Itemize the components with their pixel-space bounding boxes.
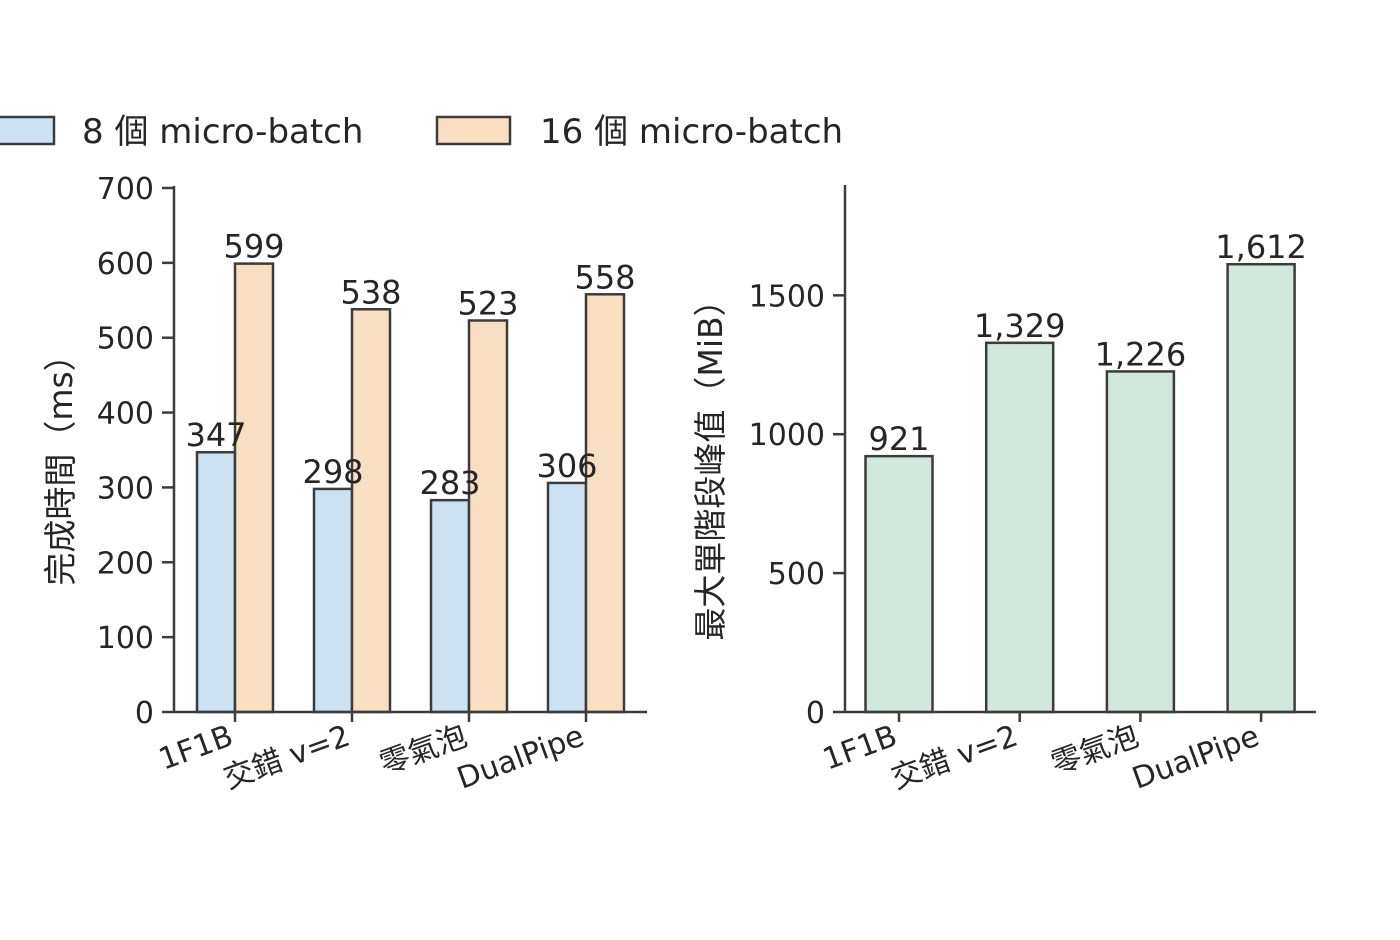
- bar-8-micro-batch: [546, 481, 588, 714]
- peak-memory-y-tick-label: 500: [768, 557, 825, 592]
- peak-memory-x-tick-label: 零氣泡: [1047, 719, 1144, 783]
- completion-time-x-tick-label: 交錯 v=2: [219, 719, 355, 797]
- legend-label-8-micro-batch: 8 個 micro-batch: [82, 112, 363, 152]
- bar-peak-memory: [984, 341, 1055, 714]
- bar-value-label: 1,329: [974, 307, 1066, 345]
- bar-value-label: 523: [457, 284, 518, 322]
- peak-memory-y-tick-label: 0: [806, 696, 825, 731]
- bar-16-micro-batch: [350, 308, 392, 714]
- bar-value-label: 298: [302, 453, 363, 491]
- legend: 8 個 micro-batch 16 個 micro-batch: [0, 112, 843, 152]
- completion-time-data-labels: 347 298 283 306 599 538 523 558: [185, 228, 635, 503]
- bar-8-micro-batch: [195, 450, 237, 714]
- peak-memory-x-tick-label: 交錯 v=2: [887, 719, 1023, 797]
- bar-16-micro-batch: [584, 293, 626, 714]
- completion-time-y-tick-label: 400: [97, 397, 154, 432]
- bar-16-micro-batch: [467, 319, 509, 714]
- bar-value-label: 283: [419, 464, 480, 502]
- legend-label-16-micro-batch: 16 個 micro-batch: [540, 112, 843, 152]
- bar-value-label: 921: [868, 420, 929, 458]
- peak-memory-y-tick-label: 1500: [749, 279, 825, 314]
- completion-time-y-axis-title: 完成時間（ms）: [41, 338, 80, 585]
- completion-time-y-tick-label: 500: [97, 322, 154, 357]
- bar-peak-memory: [864, 454, 934, 714]
- bar-value-label: 306: [536, 447, 597, 485]
- legend-swatch-8-micro-batch: [0, 115, 56, 146]
- bar-16-micro-batch: [233, 262, 275, 714]
- bar-value-label: 599: [223, 228, 284, 266]
- peak-memory-y-tick-label: 1000: [749, 418, 825, 453]
- peak-memory-bars: [864, 262, 1296, 714]
- completion-time-y-tick-label: 700: [97, 172, 154, 207]
- completion-time-y-tick-label: 200: [97, 546, 154, 581]
- completion-time-chart: 347 298 283 306 599 538 523 558 0 100 200 300 400 50…: [41, 172, 647, 797]
- bar-8-micro-batch: [312, 487, 354, 714]
- peak-memory-data-labels: 921 1,329 1,226 1,612: [868, 228, 1306, 458]
- completion-time-bars: [195, 262, 626, 714]
- peak-memory-y-axis-title: 最大單階段峰值（MiB）: [691, 283, 730, 640]
- bar-value-label: 1,226: [1095, 335, 1187, 373]
- bar-value-label: 347: [185, 416, 246, 454]
- peak-memory-x-tick-label: DualPipe: [1128, 719, 1264, 797]
- bar-8-micro-batch: [429, 498, 471, 714]
- bar-peak-memory: [1226, 262, 1296, 714]
- bar-peak-memory: [1105, 370, 1176, 714]
- completion-time-x-tick-label: DualPipe: [453, 719, 589, 797]
- completion-time-y-tick-label: 100: [97, 621, 154, 656]
- completion-time-y-tick-label: 600: [97, 247, 154, 282]
- completion-time-y-tick-label: 300: [97, 471, 154, 506]
- completion-time-y-tick-label: 0: [135, 696, 154, 731]
- bar-value-label: 538: [340, 273, 401, 311]
- legend-swatch-16-micro-batch: [435, 115, 512, 146]
- bar-value-label: 558: [574, 258, 635, 296]
- bar-value-label: 1,612: [1215, 228, 1307, 266]
